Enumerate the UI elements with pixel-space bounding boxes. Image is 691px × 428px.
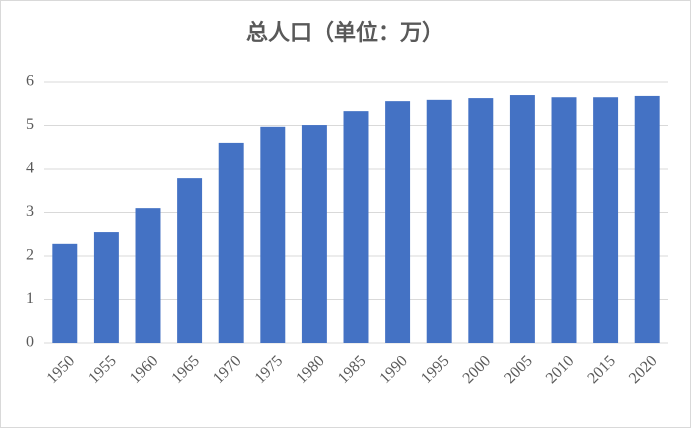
bar <box>52 243 78 343</box>
y-tick-label: 5 <box>26 116 34 133</box>
bar <box>634 95 660 343</box>
bar <box>468 98 494 343</box>
bar <box>218 142 244 343</box>
bar <box>301 125 327 343</box>
bar <box>135 208 161 343</box>
y-tick-label: 1 <box>26 290 34 307</box>
bar <box>426 99 452 344</box>
chart-title: 总人口（单位：万） <box>246 20 444 45</box>
y-tick-label: 0 <box>26 334 34 351</box>
bar <box>551 97 577 343</box>
y-tick-label: 6 <box>26 73 34 90</box>
bar <box>93 232 119 343</box>
bar <box>593 97 619 343</box>
bar <box>509 95 535 343</box>
bar <box>385 101 411 343</box>
y-tick-label: 4 <box>26 160 34 177</box>
bar <box>343 111 369 344</box>
y-tick-label: 2 <box>26 247 34 264</box>
y-tick-label: 3 <box>26 203 34 220</box>
bar <box>260 126 286 344</box>
bar <box>177 178 203 343</box>
